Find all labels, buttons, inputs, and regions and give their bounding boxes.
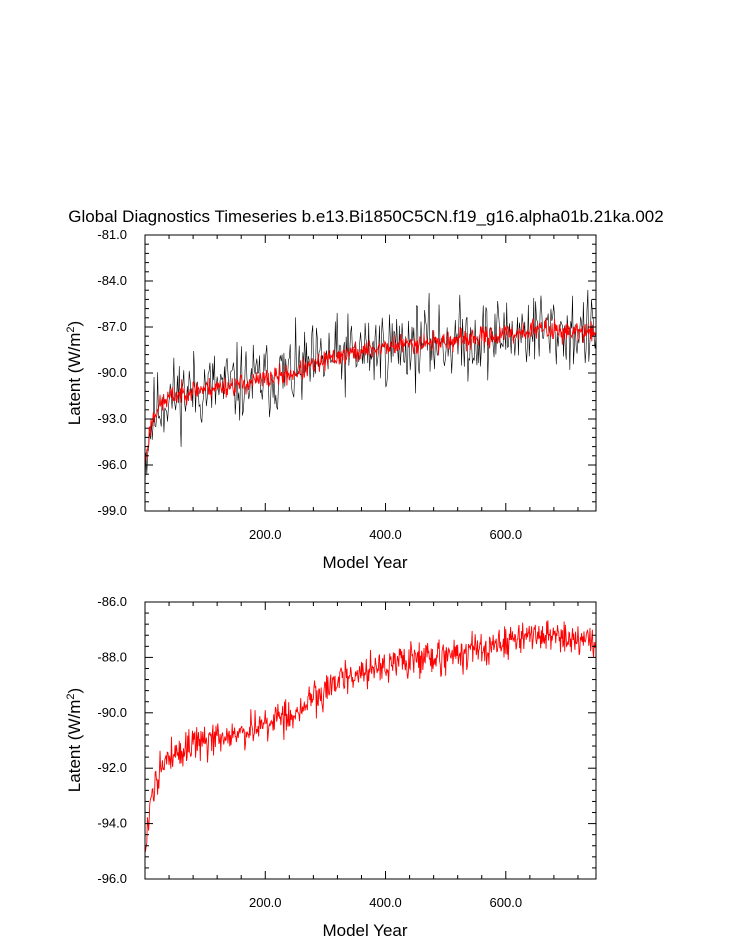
y-tick-label: -92.0 [97, 760, 127, 775]
y-tick-label: -87.0 [97, 319, 127, 334]
top-chart: -99.0 -96.0 -93.0 -90.0 -87.0 -84.0 -81.0 200.0… [65, 227, 597, 572]
top-x-axis-label: Model Year [322, 553, 407, 572]
series-line-annual-mean [144, 620, 597, 853]
bottom-x-axis-label: Model Year [322, 921, 407, 940]
series-line-annual-mean [144, 317, 597, 469]
y-tick-label: -88.0 [97, 649, 127, 664]
y-tick-label: -96.0 [97, 457, 127, 472]
x-tick-label: 200.0 [249, 527, 282, 542]
y-tick-label: -90.0 [97, 705, 127, 720]
bottom-chart: -96.0 -94.0 -92.0 -90.0 -88.0 -86.0 200.0 400.0… [65, 594, 597, 940]
top-y-axis-label: Latent (W/m2) [65, 321, 84, 425]
chart-title: Global Diagnostics Timeseries b.e13.Bi18… [68, 207, 663, 226]
x-tick-label: 400.0 [369, 527, 402, 542]
y-tick-label: -90.0 [97, 365, 127, 380]
x-tick-label: 600.0 [490, 895, 523, 910]
y-tick-label: -81.0 [97, 227, 127, 242]
y-tick-label: -99.0 [97, 503, 127, 518]
bottom-y-axis-label: Latent (W/m2) [65, 688, 84, 792]
x-tick-label: 600.0 [490, 527, 523, 542]
y-tick-label: -86.0 [97, 594, 127, 609]
y-tick-label: -96.0 [97, 871, 127, 886]
x-tick-label: 400.0 [369, 895, 402, 910]
bottom-plot-frame [144, 601, 597, 880]
y-tick-label: -84.0 [97, 273, 127, 288]
series-line-monthly [144, 289, 597, 490]
x-tick-label: 200.0 [249, 895, 282, 910]
y-tick-label: -93.0 [97, 411, 127, 426]
y-tick-label: -94.0 [97, 816, 127, 831]
